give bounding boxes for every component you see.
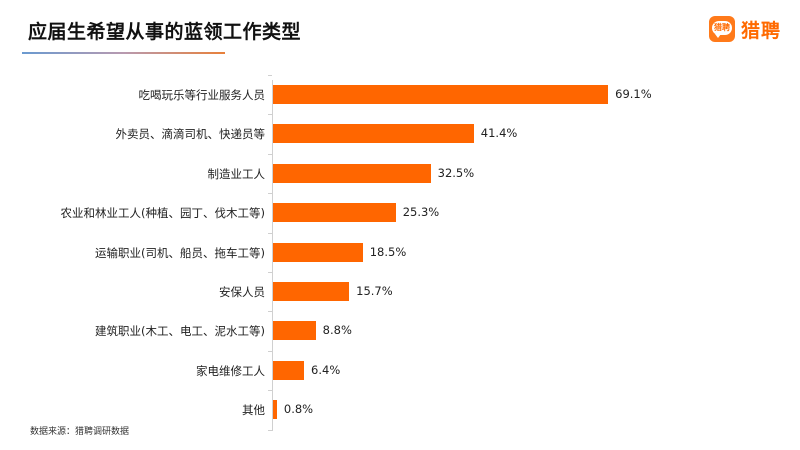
- bar-row: 其他 0.8%: [0, 400, 800, 420]
- axis-tick: [268, 350, 272, 352]
- category-label: 制造业工人: [207, 166, 266, 181]
- axis-tick: [268, 272, 272, 273]
- liepin-logo-icon: 猎聘: [709, 16, 735, 42]
- axis-tick: [268, 429, 272, 431]
- value-label: 6.4%: [311, 362, 341, 377]
- category-label: 建筑职业(木工、电工、泥水工等): [95, 324, 265, 339]
- bar: [273, 282, 350, 301]
- logo-text: 猎聘: [741, 19, 782, 42]
- bar: [273, 85, 609, 104]
- bar-row: 农业和林业工人(种植、园丁、伐木工等) 25.3%: [0, 203, 800, 223]
- axis-tick: [268, 311, 272, 313]
- bar-chart: 吃喝玩乐等行业服务人员 69.1% 外卖员、滴滴司机、快递员等 41.4% 制造业工人 3…: [0, 70, 800, 432]
- value-label: 0.8%: [283, 402, 314, 417]
- category-label: 运输职业(司机、船员、拖车工等): [95, 245, 265, 260]
- y-axis-line: [272, 80, 273, 431]
- category-label: 家电维修工人: [196, 363, 265, 378]
- value-label: 8.8%: [322, 323, 352, 338]
- chart-title: 应届生希望从事的蓝领工作类型: [28, 21, 302, 43]
- axis-tick: [268, 75, 272, 76]
- axis-tick: [268, 390, 272, 392]
- source-note: 数据来源：猎聘调研数据: [30, 427, 130, 437]
- value-label: 25.3%: [402, 205, 440, 220]
- bar: [273, 400, 277, 420]
- bar-row: 家电维修工人 6.4%: [0, 360, 800, 381]
- bar: [273, 163, 431, 183]
- bar: [273, 321, 316, 341]
- bar: [273, 124, 474, 144]
- bar-row: 吃喝玩乐等行业服务人员 69.1%: [0, 85, 800, 105]
- axis-tick: [268, 193, 272, 195]
- value-label: 15.7%: [356, 284, 393, 298]
- brand-logo: 猎聘 猎聘: [709, 15, 781, 43]
- title-underline: [22, 52, 225, 54]
- category-label: 吃喝玩乐等行业服务人员: [138, 88, 266, 102]
- bar: [273, 360, 305, 380]
- bar-row: 安保人员 15.7%: [0, 282, 800, 302]
- category-label: 外卖员、滴滴司机、快递员等: [115, 127, 266, 142]
- category-label: 农业和林业工人(种植、园丁、伐木工等): [60, 206, 265, 221]
- bar: [273, 203, 396, 223]
- category-label: 其他: [242, 403, 265, 418]
- bar: [273, 242, 363, 262]
- axis-tick: [268, 114, 272, 116]
- bar-row: 建筑职业(木工、电工、泥水工等) 8.8%: [0, 321, 800, 341]
- bar-row: 运输职业(司机、船员、拖车工等) 18.5%: [0, 242, 800, 263]
- value-label: 18.5%: [369, 244, 407, 259]
- axis-tick: [268, 232, 272, 234]
- bar-row: 制造业工人 32.5%: [0, 163, 800, 184]
- value-label: 32.5%: [437, 165, 475, 180]
- bar-row: 外卖员、滴滴司机、快递员等 41.4%: [0, 124, 800, 144]
- category-label: 安保人员: [219, 285, 265, 299]
- logo-bubble: 猎聘: [712, 21, 732, 38]
- axis-tick: [268, 153, 272, 155]
- value-label: 41.4%: [480, 126, 518, 141]
- value-label: 69.1%: [615, 87, 652, 101]
